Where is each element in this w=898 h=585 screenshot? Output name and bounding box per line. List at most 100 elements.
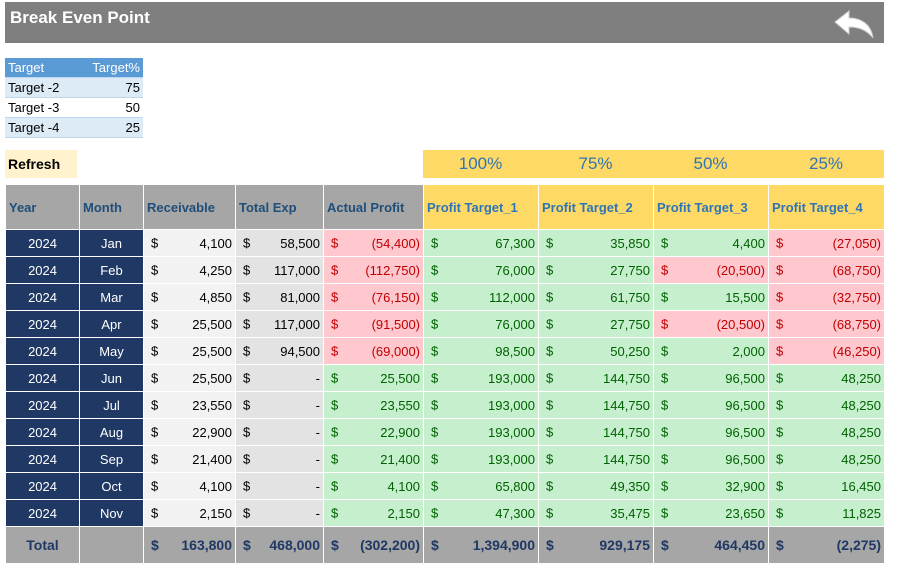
month-cell[interactable]: Feb — [79, 256, 144, 284]
profit-target-3-cell[interactable]: $ (20,500) — [653, 256, 769, 284]
table-row[interactable]: 2024 Jan $4,100 $58,500 $ (54,400) $67,300 $35,… — [5, 229, 885, 257]
month-cell[interactable]: Oct — [79, 472, 144, 500]
table-row[interactable]: 2024 Aug $22,900 $ - $22,900 $193,000 $144,750 $… — [5, 418, 885, 446]
year-cell[interactable]: 2024 — [5, 445, 80, 473]
profit-target-1-cell[interactable]: $193,000 — [423, 391, 539, 419]
profit-target-4-cell[interactable]: $ (27,050) — [768, 229, 885, 257]
col-profit-target-2[interactable]: Profit Target_2 — [538, 184, 654, 230]
target-percent[interactable]: 25 — [77, 117, 143, 138]
actual-profit-cell[interactable]: $4,100 — [323, 472, 424, 500]
profit-target-1-cell[interactable]: $65,800 — [423, 472, 539, 500]
profit-target-1-cell[interactable]: $193,000 — [423, 445, 539, 473]
month-cell[interactable]: May — [79, 337, 144, 365]
col-receivable[interactable]: Receivable — [143, 184, 236, 230]
total-actual-profit-cell[interactable]: $ (302,200) — [323, 526, 424, 564]
target-percent[interactable]: 50 — [77, 97, 143, 118]
total-row[interactable]: Total $163,800 $468,000 $ (302,200) $1,394,90… — [5, 526, 885, 564]
table-row[interactable]: 2024 Mar $4,850 $81,000 $ (76,150) $112,000 $61… — [5, 283, 885, 311]
total-profit-target-2-cell[interactable]: $929,175 — [538, 526, 654, 564]
table-row[interactable]: 2024 Oct $4,100 $ - $4,100 $65,800 $49,350 $32,9… — [5, 472, 885, 500]
year-cell[interactable]: 2024 — [5, 229, 80, 257]
year-cell[interactable]: 2024 — [5, 283, 80, 311]
col-year[interactable]: Year — [5, 184, 80, 230]
month-cell[interactable]: Nov — [79, 499, 144, 527]
profit-target-2-cell[interactable]: $49,350 — [538, 472, 654, 500]
receivable-cell[interactable]: $4,250 — [143, 256, 236, 284]
receivable-cell[interactable]: $25,500 — [143, 364, 236, 392]
receivable-cell[interactable]: $22,900 — [143, 418, 236, 446]
profit-target-2-cell[interactable]: $144,750 — [538, 364, 654, 392]
profit-target-4-cell[interactable]: $ (68,750) — [768, 310, 885, 338]
col-month[interactable]: Month — [79, 184, 144, 230]
profit-target-3-cell[interactable]: $2,000 — [653, 337, 769, 365]
year-cell[interactable]: 2024 — [5, 337, 80, 365]
profit-target-1-cell[interactable]: $193,000 — [423, 364, 539, 392]
month-cell[interactable]: Jun — [79, 364, 144, 392]
total-exp-cell[interactable]: $117,000 — [235, 310, 324, 338]
profit-target-1-cell[interactable]: $76,000 — [423, 256, 539, 284]
total-exp-cell[interactable]: $81,000 — [235, 283, 324, 311]
actual-profit-cell[interactable]: $ (54,400) — [323, 229, 424, 257]
year-cell[interactable]: 2024 — [5, 499, 80, 527]
profit-target-3-cell[interactable]: $96,500 — [653, 364, 769, 392]
total-total-exp-cell[interactable]: $468,000 — [235, 526, 324, 564]
actual-profit-cell[interactable]: $25,500 — [323, 364, 424, 392]
total-exp-cell[interactable]: $ - — [235, 364, 324, 392]
target-percent[interactable]: 75 — [77, 77, 143, 98]
profit-target-3-cell[interactable]: $23,650 — [653, 499, 769, 527]
profit-target-4-cell[interactable]: $48,250 — [768, 445, 885, 473]
targets-row[interactable]: Target -4 25 — [5, 117, 143, 138]
total-exp-cell[interactable]: $ - — [235, 499, 324, 527]
total-exp-cell[interactable]: $ - — [235, 391, 324, 419]
profit-target-3-cell[interactable]: $96,500 — [653, 391, 769, 419]
refresh-button[interactable]: Refresh — [5, 150, 77, 178]
profit-target-1-cell[interactable]: $47,300 — [423, 499, 539, 527]
year-cell[interactable]: 2024 — [5, 418, 80, 446]
table-row[interactable]: 2024 Apr $25,500 $117,000 $ (91,500) $76,000 $2… — [5, 310, 885, 338]
actual-profit-cell[interactable]: $21,400 — [323, 445, 424, 473]
month-cell[interactable]: Sep — [79, 445, 144, 473]
profit-target-3-cell[interactable]: $4,400 — [653, 229, 769, 257]
table-row[interactable]: 2024 Sep $21,400 $ - $21,400 $193,000 $144,750 $… — [5, 445, 885, 473]
profit-target-3-cell[interactable]: $32,900 — [653, 472, 769, 500]
actual-profit-cell[interactable]: $ (69,000) — [323, 337, 424, 365]
month-cell[interactable]: Aug — [79, 418, 144, 446]
year-cell[interactable]: 2024 — [5, 256, 80, 284]
profit-target-2-cell[interactable]: $27,750 — [538, 310, 654, 338]
profit-target-2-cell[interactable]: $50,250 — [538, 337, 654, 365]
profit-target-1-cell[interactable]: $193,000 — [423, 418, 539, 446]
month-cell[interactable]: Jul — [79, 391, 144, 419]
profit-target-2-cell[interactable]: $144,750 — [538, 418, 654, 446]
profit-target-2-cell[interactable]: $144,750 — [538, 445, 654, 473]
profit-target-2-cell[interactable]: $61,750 — [538, 283, 654, 311]
month-cell[interactable]: Jan — [79, 229, 144, 257]
receivable-cell[interactable]: $4,100 — [143, 472, 236, 500]
actual-profit-cell[interactable]: $ (112,750) — [323, 256, 424, 284]
profit-target-1-cell[interactable]: $98,500 — [423, 337, 539, 365]
profit-target-4-cell[interactable]: $48,250 — [768, 364, 885, 392]
total-receivable-cell[interactable]: $163,800 — [143, 526, 236, 564]
receivable-cell[interactable]: $23,550 — [143, 391, 236, 419]
profit-target-2-cell[interactable]: $35,475 — [538, 499, 654, 527]
total-exp-cell[interactable]: $ - — [235, 472, 324, 500]
total-exp-cell[interactable]: $ - — [235, 445, 324, 473]
year-cell[interactable]: 2024 — [5, 391, 80, 419]
profit-target-4-cell[interactable]: $ (46,250) — [768, 337, 885, 365]
profit-target-2-cell[interactable]: $35,850 — [538, 229, 654, 257]
year-cell[interactable]: 2024 — [5, 310, 80, 338]
profit-target-3-cell[interactable]: $96,500 — [653, 418, 769, 446]
year-cell[interactable]: 2024 — [5, 364, 80, 392]
total-profit-target-1-cell[interactable]: $1,394,900 — [423, 526, 539, 564]
profit-target-4-cell[interactable]: $16,450 — [768, 472, 885, 500]
total-profit-target-4-cell[interactable]: $ (2,275) — [768, 526, 885, 564]
profit-target-4-cell[interactable]: $11,825 — [768, 499, 885, 527]
profit-target-4-cell[interactable]: $ (68,750) — [768, 256, 885, 284]
col-profit-target-3[interactable]: Profit Target_3 — [653, 184, 769, 230]
receivable-cell[interactable]: $2,150 — [143, 499, 236, 527]
profit-target-4-cell[interactable]: $48,250 — [768, 418, 885, 446]
profit-target-4-cell[interactable]: $ (32,750) — [768, 283, 885, 311]
table-row[interactable]: 2024 Feb $4,250 $117,000 $ (112,750) $76,000 $2… — [5, 256, 885, 284]
profit-target-3-cell[interactable]: $ (20,500) — [653, 310, 769, 338]
col-profit-target-4[interactable]: Profit Target_4 — [768, 184, 885, 230]
month-cell[interactable]: Mar — [79, 283, 144, 311]
